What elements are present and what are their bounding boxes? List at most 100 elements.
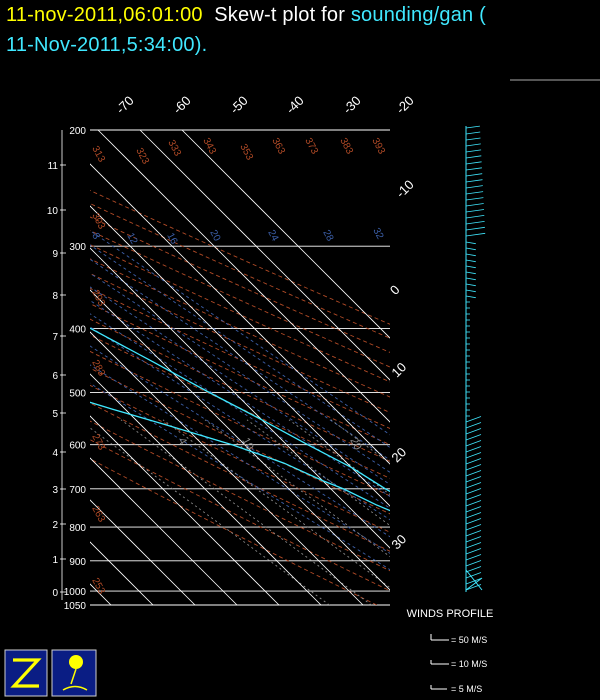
theta-label: 313 [89,144,107,164]
winds-profile-label: WINDS PROFILE [407,608,494,620]
wind-barb [465,500,482,507]
wind-barb [465,295,476,299]
height-label: 0 [52,588,58,599]
pressure-label: 200 [69,126,86,137]
dish-icon [62,685,88,691]
height-label: 2 [52,520,58,531]
wind-barb [465,560,482,567]
mixing-ratio-line [330,419,390,464]
theta-label: 293 [89,288,107,308]
wind-barb [465,577,483,591]
mixing-ratio-lines [90,419,390,605]
wind-barb [465,149,482,153]
height-label: 11 [48,161,59,172]
dry-adiabat [90,439,390,592]
wind-barb [465,536,482,543]
pressure-label: 1000 [64,587,87,598]
isotherm-line [97,130,390,423]
wind-barb [465,476,482,483]
theta-label: 383 [337,136,355,156]
wind-barb [465,506,482,513]
isotherm-lines [0,130,390,605]
mixing-ratio-line [120,419,372,605]
wind-barb [465,446,482,453]
dry-adiabat [90,258,390,398]
theta-label: 323 [133,146,151,166]
height-label: 9 [52,249,58,260]
wind-barb [465,440,482,447]
dry-adiabat [90,334,390,479]
dry-adiabat [90,203,390,339]
isotherm-line [90,205,390,507]
wind-barb [465,452,482,459]
isotherm-line [90,499,196,605]
wind-barb [465,232,486,237]
wind-barb [465,572,482,579]
wind-barb [465,179,483,183]
logos [4,649,97,697]
theta-label: 273 [89,432,107,452]
isotherm-label: -30 [340,93,364,117]
isobar-lines [90,129,390,606]
mixing-label: 20 [347,436,363,452]
height-label: 5 [52,409,58,420]
wind-barb [465,289,476,293]
height-label: 1 [52,555,58,566]
wind-barb [465,569,483,591]
axis-labels: 2003004005006007008009001000105011109876… [47,93,417,612]
isotherm-line [0,130,69,605]
dry-adiabat [90,420,390,572]
theta-label: 353 [237,142,255,162]
pressure-label: 400 [69,325,86,336]
pressure-label: 900 [69,557,86,568]
wind-barb [465,512,482,519]
height-label: 3 [52,485,58,496]
title-time: 11-nov-2011,06:01:00 [6,4,203,26]
isotherm-line [90,163,390,465]
isotherm-line [90,247,390,549]
wind-barb [465,277,476,281]
moist-adiabat [90,258,390,461]
wind-barb [465,215,485,219]
pressure-label: 800 [69,523,86,534]
wind-legend-label: = 50 M/S [451,635,487,645]
wind-barb [465,161,482,165]
wind-barb [465,422,482,429]
wind-barb [465,131,481,135]
pressure-label: 600 [69,441,86,452]
pressure-label: 500 [69,388,86,399]
theta-label: 343 [200,136,218,156]
wind-barb [465,494,482,501]
wind-barb [465,221,485,225]
wind-barb [465,458,482,465]
isotherm-line [90,289,390,591]
height-label: 8 [52,291,58,302]
wind-barb [465,185,483,189]
wind-barb [465,197,484,201]
dry-adiabat [90,458,377,605]
moist-label: 8 [89,231,102,241]
pressure-label: 300 [69,242,86,253]
theta-label: 363 [269,136,287,156]
wind-barb [465,143,481,147]
title-line-2: 11-Nov-2011,5:34:00). [6,34,208,56]
isotherm-line [90,373,322,605]
moist-label: 24 [265,228,280,243]
moist-adiabat-lines [90,230,390,571]
temperature-profile [90,327,390,493]
wind-barb [465,470,482,477]
title-line-1: 11-nov-2011,06:01:00 Skew-t plot for sou… [6,4,486,27]
wind-barb [465,578,482,585]
dry-adiabat [90,216,390,353]
isotherm-label: -40 [283,93,307,117]
dewpoint-profile [90,401,390,512]
moist-label: 28 [320,228,335,243]
moist-adiabat [90,272,390,473]
wind-barb [465,209,485,213]
isotherm-label: -50 [227,93,251,117]
dry-adiabat [90,318,390,462]
moist-adiabat [90,230,390,436]
wind-barb [465,241,476,245]
